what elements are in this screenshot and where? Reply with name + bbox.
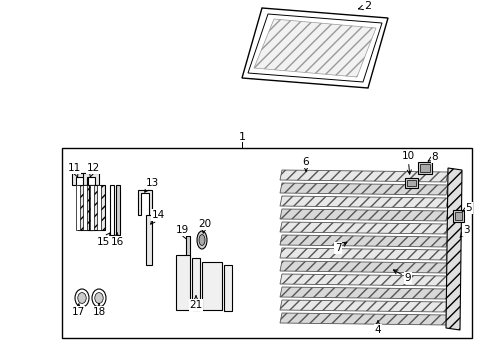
Bar [192,258,200,310]
Text: 9: 9 [392,270,410,283]
Polygon shape [78,185,94,230]
Polygon shape [280,170,447,182]
Bar [176,255,190,310]
Ellipse shape [75,289,89,307]
Polygon shape [280,248,447,260]
Text: 12: 12 [86,163,100,177]
Text: 4: 4 [374,321,381,335]
Polygon shape [242,8,387,88]
Polygon shape [280,313,447,325]
Text: 18: 18 [92,303,105,317]
Bar [62,148,471,338]
Text: 5: 5 [461,203,471,213]
Text: 1: 1 [238,132,245,142]
Polygon shape [280,261,447,273]
Polygon shape [417,162,431,174]
Text: 11: 11 [67,163,81,177]
Ellipse shape [197,231,206,249]
Text: 2: 2 [358,1,371,11]
Polygon shape [72,173,88,185]
Text: 20: 20 [198,219,211,233]
Polygon shape [404,178,417,188]
Bar [185,236,190,256]
Text: 15: 15 [96,233,110,247]
Polygon shape [116,185,120,235]
Polygon shape [76,185,80,230]
Polygon shape [445,168,461,330]
Ellipse shape [78,293,86,303]
Polygon shape [83,185,87,230]
Polygon shape [452,210,463,222]
Polygon shape [97,185,101,230]
Ellipse shape [95,293,103,303]
Polygon shape [83,173,99,185]
Bar [224,265,231,311]
Polygon shape [247,14,381,82]
Text: 7: 7 [334,242,346,253]
Polygon shape [90,185,94,230]
Text: 14: 14 [150,210,164,224]
Text: 16: 16 [110,233,123,247]
Bar [202,262,222,310]
Polygon shape [146,215,152,265]
Text: 10: 10 [401,151,414,174]
Text: 6: 6 [302,157,309,171]
Polygon shape [280,274,447,286]
Text: 13: 13 [144,178,158,192]
Polygon shape [419,164,429,172]
Text: 3: 3 [459,225,468,237]
Polygon shape [280,300,447,312]
Polygon shape [406,180,415,186]
Polygon shape [280,209,447,221]
Polygon shape [280,235,447,247]
Text: 17: 17 [71,303,84,317]
Text: 21: 21 [189,296,202,310]
Polygon shape [253,19,375,77]
Polygon shape [280,222,447,234]
Polygon shape [110,185,114,235]
Polygon shape [280,183,447,195]
Text: 8: 8 [427,152,437,162]
Text: 19: 19 [175,225,188,239]
Ellipse shape [92,289,106,307]
Polygon shape [280,196,447,208]
Polygon shape [280,287,447,299]
Polygon shape [138,190,152,215]
Ellipse shape [199,235,204,246]
Polygon shape [454,212,461,220]
Polygon shape [89,185,105,230]
